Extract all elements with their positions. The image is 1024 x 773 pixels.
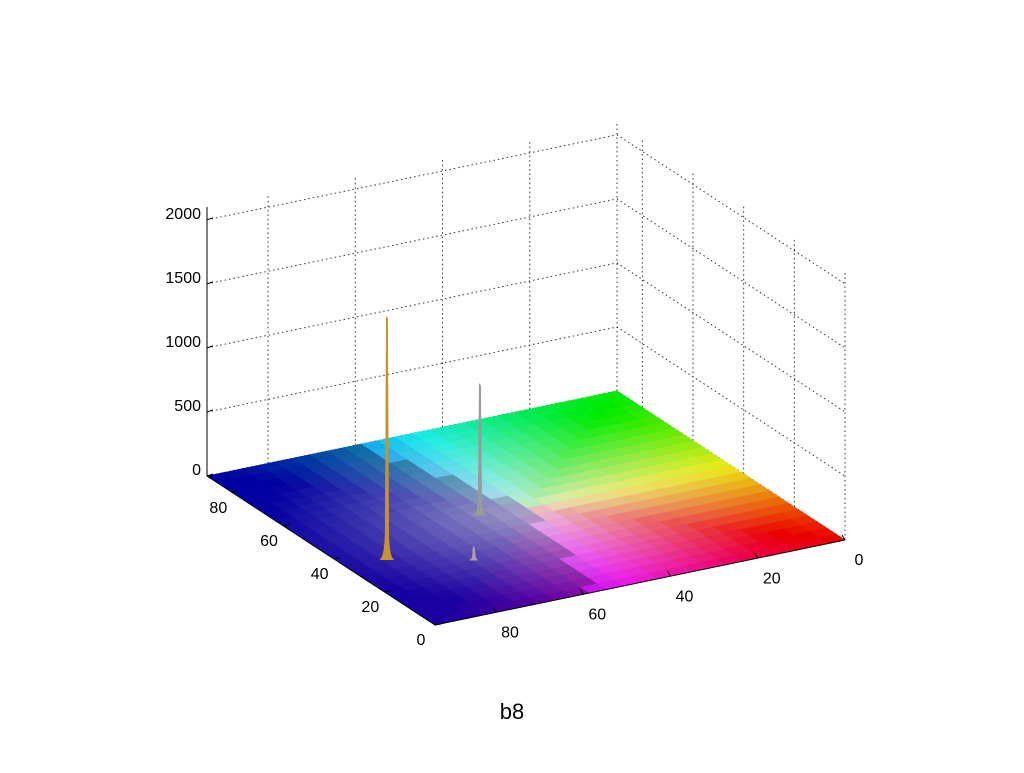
z-tick-label: 500 (174, 398, 201, 415)
x-tick (579, 588, 584, 595)
z-tick-label: 2000 (165, 206, 201, 223)
x-tick (667, 570, 671, 577)
z-tick-label: 0 (192, 462, 201, 479)
z-tick (206, 473, 214, 477)
grid-line (206, 262, 846, 413)
y-tick (434, 623, 442, 626)
peak (469, 545, 479, 561)
y-tick-label: 80 (209, 500, 227, 517)
peak (472, 382, 488, 516)
x-tick-label: 80 (501, 625, 519, 642)
y-tick (232, 491, 239, 494)
caption: b8 (500, 699, 524, 724)
surface (206, 390, 846, 626)
x-axis (434, 539, 846, 626)
grid-line (206, 198, 846, 349)
x-tick-label: 40 (676, 588, 694, 605)
x-tick-label: 0 (855, 552, 864, 569)
y-tick-label: 40 (311, 566, 329, 583)
y-tick (384, 590, 391, 593)
x-tick (754, 552, 759, 559)
y-tick-label: 0 (417, 632, 426, 649)
y-tick (282, 524, 290, 527)
z-tick (206, 345, 214, 349)
x-tick (492, 607, 497, 613)
z-tick-label: 1000 (165, 334, 201, 351)
peak (379, 315, 395, 560)
peaks (379, 315, 488, 561)
grid-line (206, 134, 846, 285)
x-tick-label: 20 (763, 570, 781, 587)
y-tick (333, 557, 340, 560)
z-tick (206, 409, 214, 413)
y-tick-label: 60 (260, 533, 278, 550)
x-tick (841, 534, 846, 541)
y-tick-label: 20 (361, 599, 379, 616)
z-tick-label: 1500 (165, 270, 201, 287)
x-tick-label: 60 (588, 606, 606, 623)
z-tick (206, 217, 214, 221)
axes: 0 500 1000 1500 2000 0 20 40 60 80 0 20 40 60 80 (165, 206, 863, 649)
y-axis (206, 475, 436, 626)
z-tick (206, 281, 214, 285)
